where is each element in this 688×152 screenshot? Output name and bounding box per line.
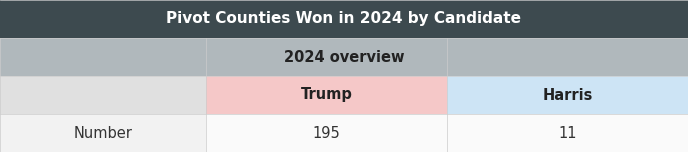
Text: 195: 195 xyxy=(313,126,341,140)
Text: 11: 11 xyxy=(559,126,577,140)
FancyBboxPatch shape xyxy=(206,76,447,114)
FancyBboxPatch shape xyxy=(0,38,688,76)
FancyBboxPatch shape xyxy=(447,114,688,152)
FancyBboxPatch shape xyxy=(447,76,688,114)
FancyBboxPatch shape xyxy=(206,114,447,152)
Text: 2024 overview: 2024 overview xyxy=(283,50,405,64)
Text: Harris: Harris xyxy=(542,88,593,102)
Text: Pivot Counties Won in 2024 by Candidate: Pivot Counties Won in 2024 by Candidate xyxy=(166,12,522,26)
FancyBboxPatch shape xyxy=(0,76,206,114)
Text: Trump: Trump xyxy=(301,88,353,102)
Text: Number: Number xyxy=(74,126,133,140)
FancyBboxPatch shape xyxy=(0,114,206,152)
FancyBboxPatch shape xyxy=(0,0,688,38)
